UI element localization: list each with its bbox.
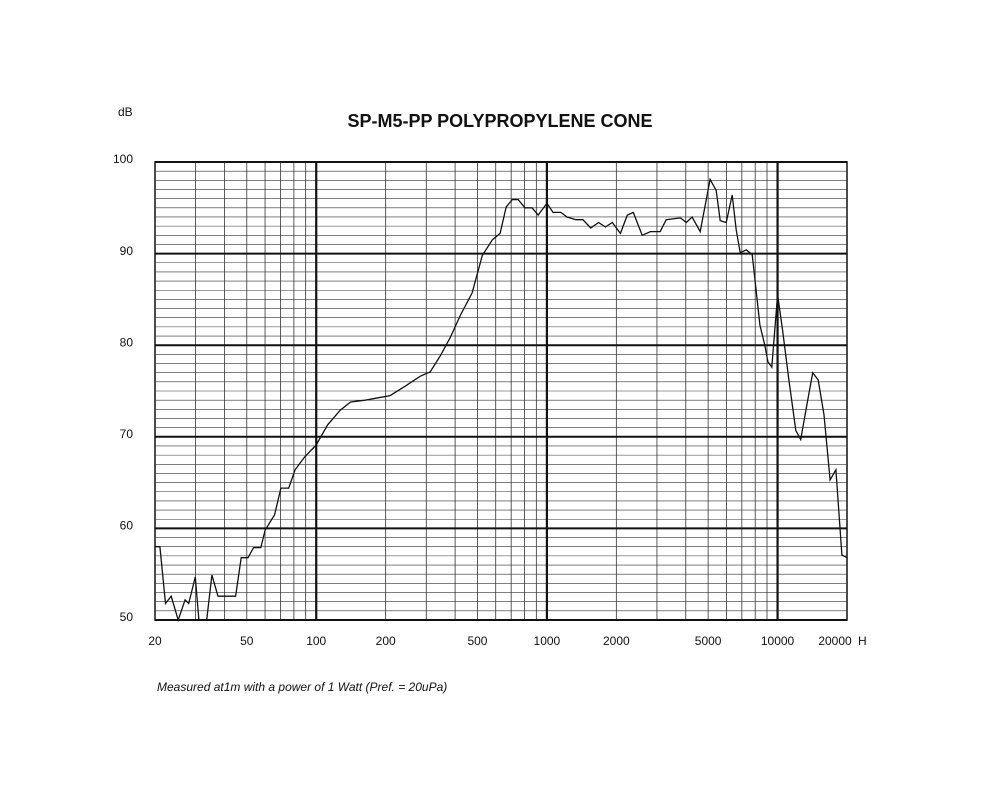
y-tick-label: 90	[120, 244, 134, 258]
x-tick-label: 100	[306, 634, 326, 648]
response-line	[155, 177, 848, 623]
y-axis-label: dB	[118, 105, 133, 119]
x-tick-label: 2000	[603, 634, 630, 648]
chart-title: SP-M5-PP POLYPROPYLENE CONE	[347, 111, 652, 131]
x-tick-label: 20000	[818, 634, 852, 648]
y-tick-label: 50	[120, 610, 134, 624]
x-tick-label: 500	[467, 634, 487, 648]
caption: Measured at1m with a power of 1 Watt (Pr…	[157, 680, 447, 694]
x-tick-label: 50	[240, 634, 254, 648]
x-tick-label: 1000	[534, 634, 561, 648]
y-tick-label: 70	[120, 427, 134, 441]
x-tick-label: 200	[376, 634, 396, 648]
x-tick-label: 5000	[695, 634, 722, 648]
y-tick-label: 100	[113, 152, 133, 166]
y-tick-label: 80	[120, 335, 134, 349]
x-tick-label: 20	[148, 634, 162, 648]
x-axis-label: H	[858, 634, 867, 648]
x-tick-label: 10000	[761, 634, 795, 648]
y-tick-label: 60	[120, 519, 134, 533]
